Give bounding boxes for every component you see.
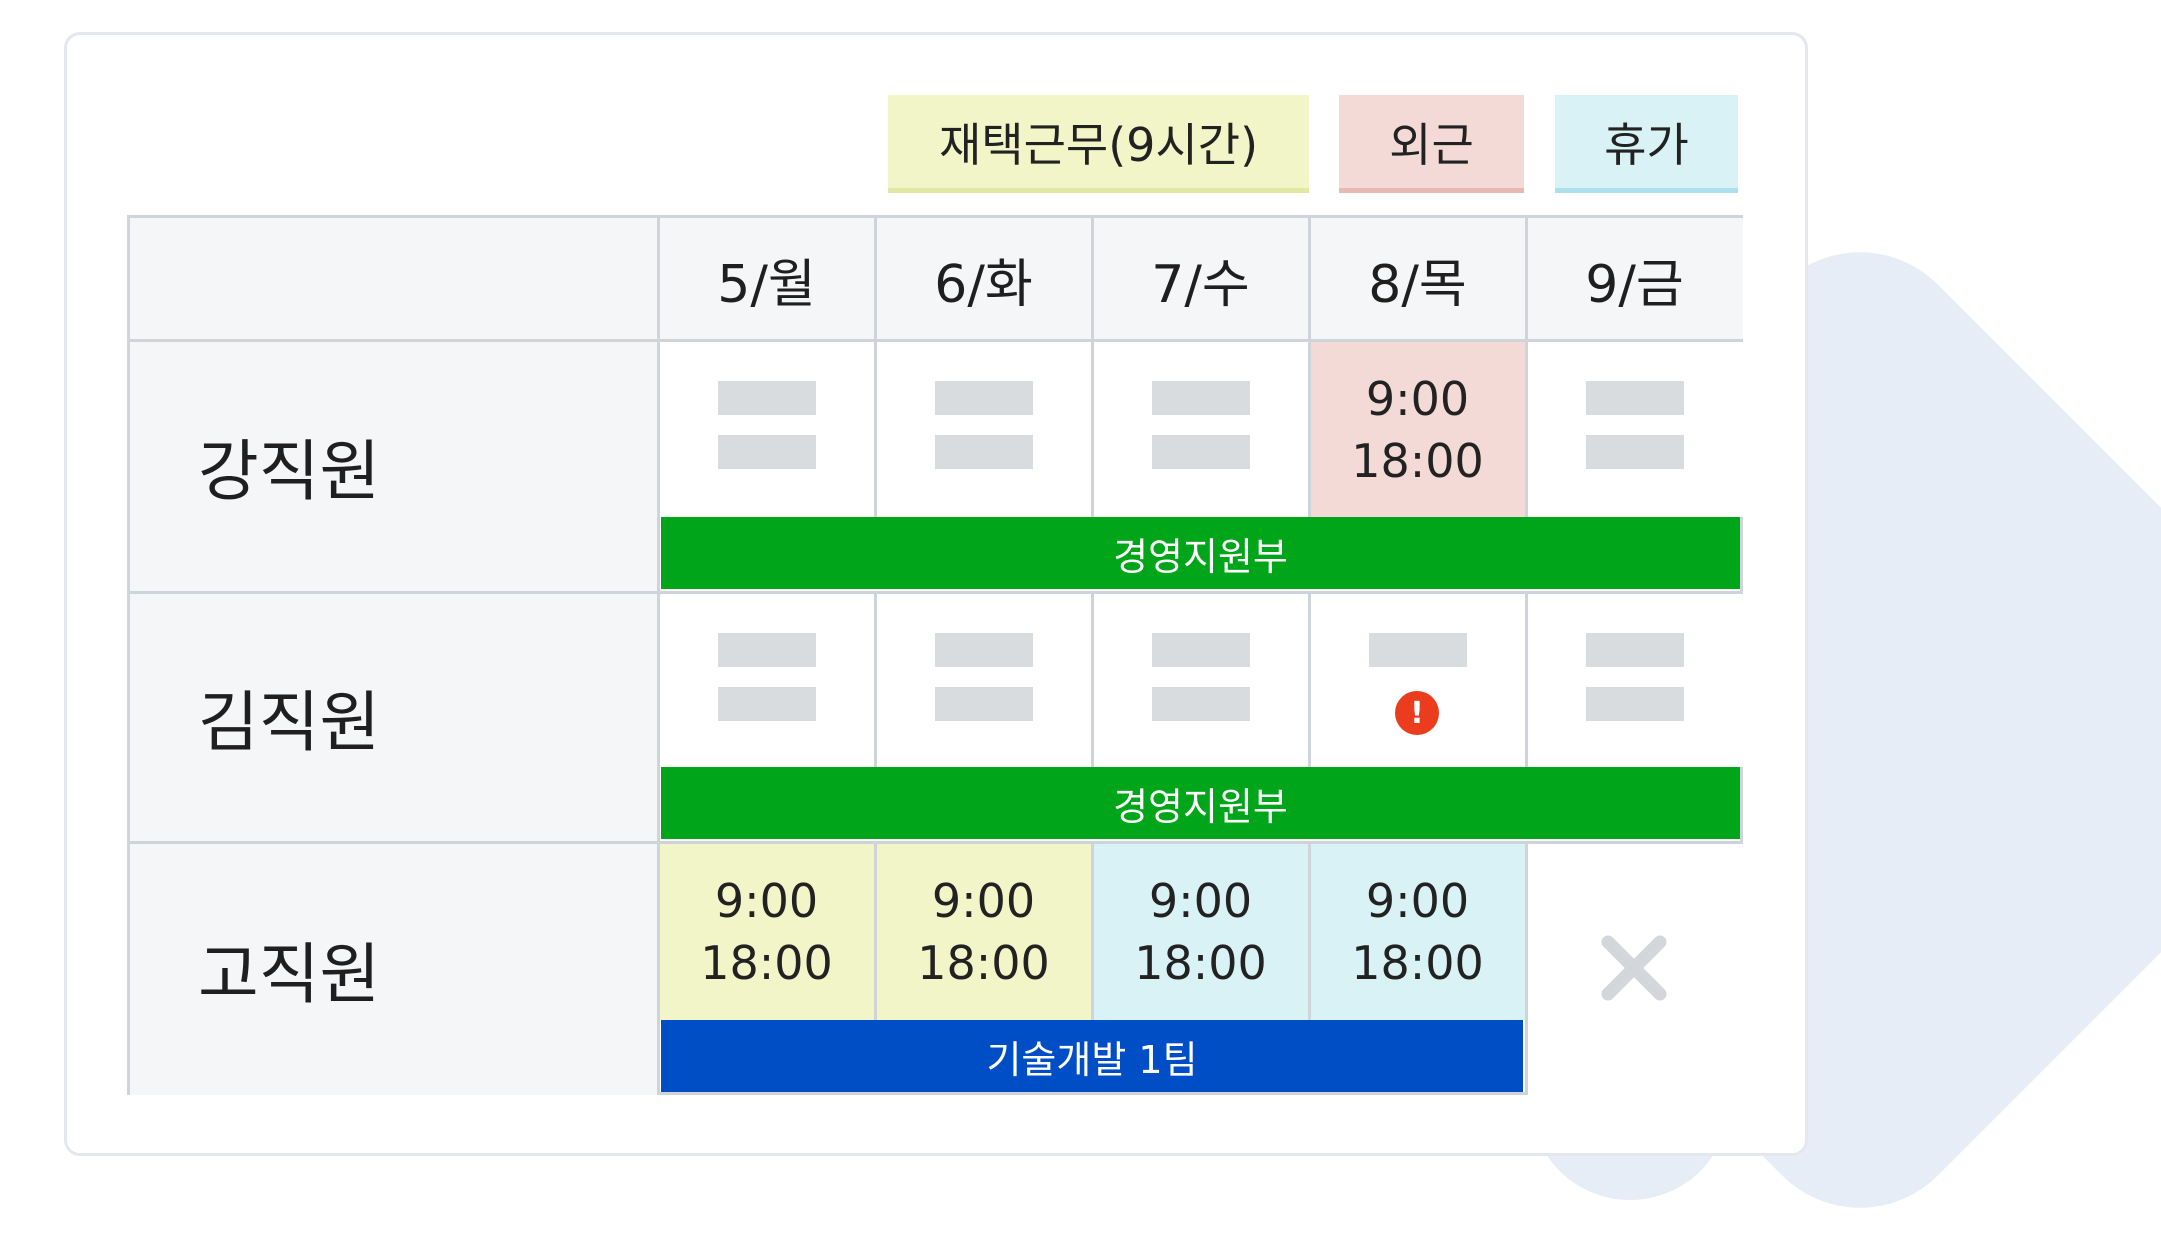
schedule-cell-vacation[interactable]: 9:00 18:00 xyxy=(1092,842,1309,1020)
header-corner xyxy=(130,218,658,340)
placeholder-bar xyxy=(717,633,816,667)
schedule-cell[interactable] xyxy=(1526,340,1743,517)
grid-line xyxy=(1091,842,1094,1020)
start-time: 9:00 xyxy=(931,874,1036,928)
legend-vacation: 휴가 xyxy=(1555,95,1738,193)
end-time: 18:00 xyxy=(917,936,1050,990)
day-header: 9/금 xyxy=(1526,218,1743,340)
schedule-card: 재택근무(9시간) 외근 휴가 5/월 6/화 7/수 8/목 9/금 강직원 … xyxy=(64,32,1808,1156)
day-header: 7/수 xyxy=(1092,218,1309,340)
start-time: 9:00 xyxy=(714,874,819,928)
placeholder-bar xyxy=(1585,435,1684,469)
warning-icon[interactable]: ! xyxy=(1395,691,1439,735)
grid-line xyxy=(874,842,877,1020)
schedule-cell[interactable] xyxy=(875,340,1092,517)
work-hours: 9:00 18:00 xyxy=(875,870,1092,994)
schedule-cell-warning[interactable]: ! xyxy=(1309,592,1526,767)
schedule-cell-off[interactable] xyxy=(1526,842,1743,1095)
legend-outside-work: 외근 xyxy=(1339,95,1524,193)
day-header: 5/월 xyxy=(658,218,875,340)
end-time: 18:00 xyxy=(1351,434,1484,488)
placeholder-bar xyxy=(934,687,1033,721)
grid-line xyxy=(130,339,1743,342)
day-header: 8/목 xyxy=(1309,218,1526,340)
department-bar: 경영지원부 xyxy=(661,517,1740,589)
schedule-cell-remote[interactable]: 9:00 18:00 xyxy=(875,842,1092,1020)
department-bar: 경영지원부 xyxy=(661,767,1740,839)
placeholder-bar xyxy=(1151,687,1250,721)
schedule-cell[interactable] xyxy=(1092,340,1309,517)
grid-line xyxy=(1308,842,1311,1020)
placeholder-bar xyxy=(934,435,1033,469)
schedule-cell[interactable] xyxy=(1092,592,1309,767)
grid-line xyxy=(657,218,660,1095)
placeholder-bar xyxy=(1368,633,1467,667)
work-hours: 9:00 18:00 xyxy=(1092,870,1309,994)
placeholder-bar xyxy=(1585,687,1684,721)
grid-line xyxy=(1308,592,1311,767)
placeholder-bar xyxy=(1585,381,1684,415)
grid-line xyxy=(1308,218,1311,517)
work-hours: 9:00 18:00 xyxy=(1309,870,1526,994)
start-time: 9:00 xyxy=(1365,372,1470,426)
schedule-cell-vacation[interactable]: 9:00 18:00 xyxy=(1309,842,1526,1020)
schedule-grid: 5/월 6/화 7/수 8/목 9/금 강직원 9:00 18:00 xyxy=(127,215,1743,1095)
grid-line xyxy=(1525,592,1528,767)
placeholder-bar xyxy=(1151,381,1250,415)
placeholder-bar xyxy=(934,633,1033,667)
day-header: 6/화 xyxy=(875,218,1092,340)
work-hours: 9:00 18:00 xyxy=(1309,368,1526,492)
placeholder-bar xyxy=(1151,435,1250,469)
schedule-cell-outside[interactable]: 9:00 18:00 xyxy=(1309,340,1526,517)
placeholder-bar xyxy=(717,381,816,415)
employee-name: 강직원 xyxy=(130,340,658,592)
end-time: 18:00 xyxy=(700,936,833,990)
grid-line xyxy=(874,218,877,517)
schedule-cell-remote[interactable]: 9:00 18:00 xyxy=(658,842,875,1020)
work-hours: 9:00 18:00 xyxy=(658,870,875,994)
grid-line xyxy=(1091,592,1094,767)
placeholder-bar xyxy=(934,381,1033,415)
schedule-cell[interactable] xyxy=(658,340,875,517)
placeholder-bar xyxy=(1151,633,1250,667)
schedule-cell[interactable] xyxy=(658,592,875,767)
department-bar: 기술개발 1팀 xyxy=(661,1020,1523,1092)
grid-line xyxy=(1525,218,1528,517)
grid-line xyxy=(130,841,1743,844)
legend-remote-work: 재택근무(9시간) xyxy=(888,95,1309,193)
grid-line xyxy=(874,592,877,767)
grid-line xyxy=(1525,842,1528,1095)
start-time: 9:00 xyxy=(1148,874,1253,928)
close-icon xyxy=(1601,935,1667,1001)
placeholder-bar xyxy=(1585,633,1684,667)
placeholder-bar xyxy=(717,435,816,469)
end-time: 18:00 xyxy=(1134,936,1267,990)
end-time: 18:00 xyxy=(1351,936,1484,990)
schedule-cell[interactable] xyxy=(1526,592,1743,767)
grid-line xyxy=(130,591,1743,594)
employee-name: 고직원 xyxy=(130,842,658,1095)
start-time: 9:00 xyxy=(1365,874,1470,928)
placeholder-bar xyxy=(717,687,816,721)
schedule-cell[interactable] xyxy=(875,592,1092,767)
employee-name: 김직원 xyxy=(130,592,658,842)
grid-line xyxy=(1091,218,1094,517)
